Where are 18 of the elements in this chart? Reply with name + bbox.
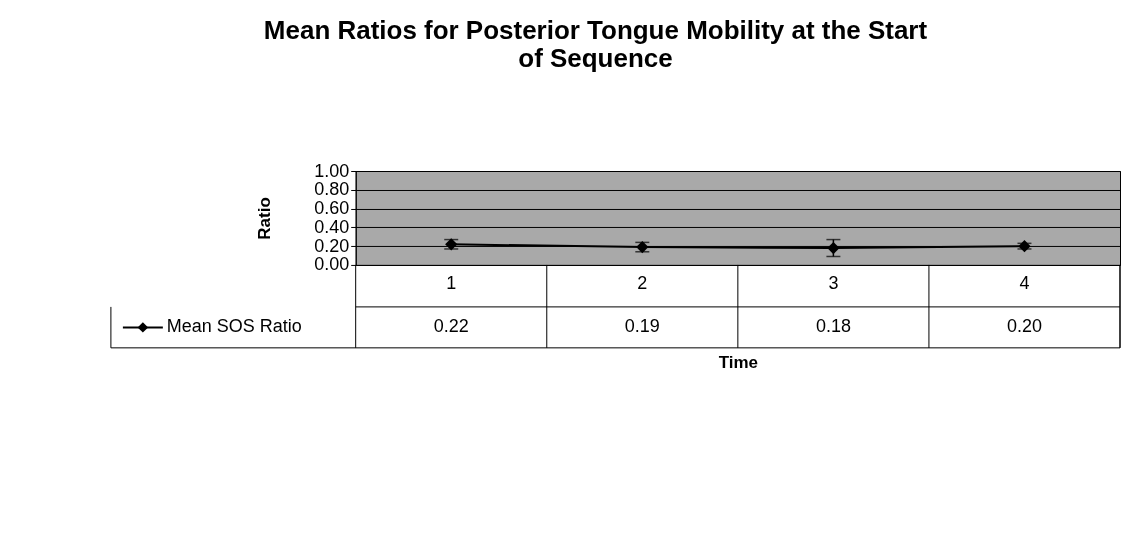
- y-tick-label: 0.60: [314, 198, 350, 219]
- text: 0.19: [624, 316, 660, 337]
- y-tick-label: 1.00: [314, 160, 350, 181]
- y-tick-label: 0.40: [314, 216, 350, 237]
- y-tick-label: 0.20: [314, 235, 350, 256]
- x-axis-title: Time: [718, 353, 759, 373]
- text: 0.20: [1006, 316, 1042, 337]
- y-tick-label: 0.80: [314, 179, 350, 200]
- x-tick-label: 3: [828, 273, 839, 294]
- x-tick-label: 1: [446, 273, 457, 294]
- text: 0.18: [815, 316, 851, 337]
- x-tick-label: 4: [1019, 273, 1030, 294]
- x-tick-label: 2: [637, 273, 648, 294]
- chart-title: Mean Ratios for Posterior Tongue Mobility at the Start of Sequence: [263, 15, 928, 74]
- text: 0.22: [433, 316, 469, 337]
- y-axis-title: Ratio: [255, 197, 275, 240]
- y-tick-label: 0.00: [314, 254, 350, 275]
- legend-label: Mean SOS Ratio: [166, 316, 302, 337]
